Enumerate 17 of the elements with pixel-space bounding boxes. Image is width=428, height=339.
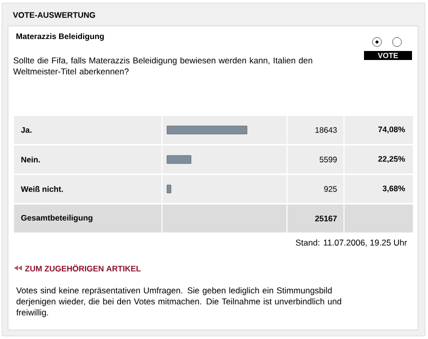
data-label: 5599 (320, 156, 337, 162)
y-tick-label: Nein. (21, 156, 40, 162)
text: Votes sind keine repräsentativen Umfragen. Sie geben lediglich ein Stimmungsbild derjenigen wieder, die bei den Votes mitmachen. Die Teilnahme ist unverbindlich und freiwillig. (16, 287, 342, 318)
y-tick-label: Weiß nicht. (20, 186, 63, 192)
data-label: 18643 (316, 127, 337, 133)
text: Gesamtbeteiligung (21, 214, 92, 222)
text: 3,68% (382, 186, 405, 192)
text: VOTE-AUSWERTUNG (12, 12, 96, 18)
data-label: 925 (324, 186, 337, 192)
text: Materazzis Beleidigung (16, 33, 104, 41)
text: ZUM ZUGEHÖRIGEN ARTIKEL (25, 264, 141, 272)
text: 25167 (315, 216, 337, 222)
chart-subtitle: Sollte die Fifa, falls Materazzis Beleidigung bewiesen werden kann, Italien den Weltmeister-Titel aberkennen? (13, 57, 312, 74)
text: Stand: 11.07.2006, 19.25 Uhr (296, 239, 407, 247)
text: 22,25% (378, 156, 405, 163)
text: 74,08% (378, 126, 405, 134)
y-tick-label: Ja. (21, 127, 32, 133)
